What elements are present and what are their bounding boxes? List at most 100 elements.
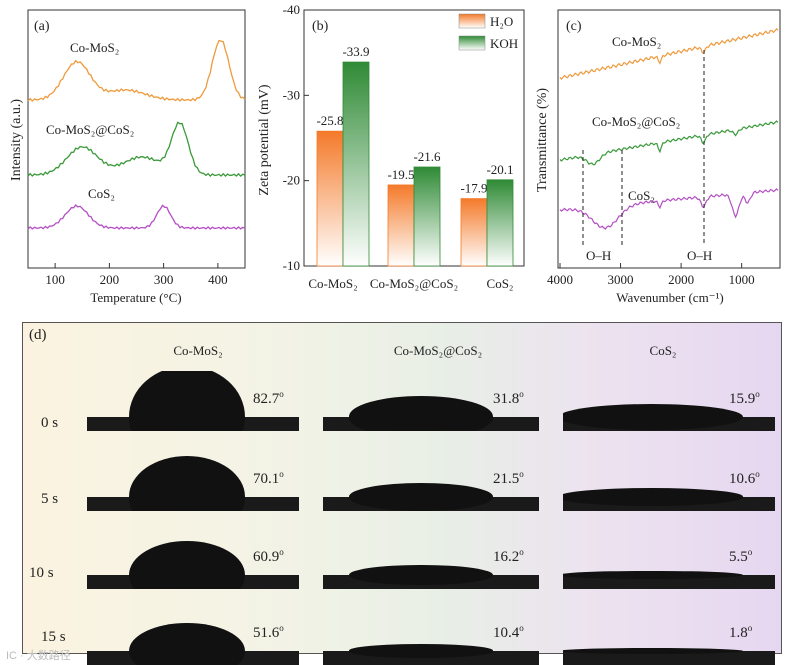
panel-c-label-cos2: CoS₂ bbox=[628, 188, 655, 203]
panel-a-xtick-label: 400 bbox=[208, 272, 228, 287]
time-label: 0 s bbox=[41, 415, 59, 431]
panel-c-xlabel: Wavenumber (cm⁻¹) bbox=[616, 290, 724, 305]
degree-mark: o bbox=[747, 623, 753, 633]
panel-c-series-co-mos2-cos2 bbox=[559, 120, 779, 166]
degree-mark: o bbox=[279, 469, 284, 479]
panel-b-ytick-label: -40 bbox=[283, 2, 300, 17]
panel-c-frame bbox=[557, 9, 781, 269]
legend-label-h2o: H₂O bbox=[490, 14, 513, 29]
droplet bbox=[129, 371, 245, 431]
contact-angle-label: 31.8o bbox=[493, 389, 524, 408]
contact-angle-label: 51.6o bbox=[253, 623, 284, 642]
bar-koh-2 bbox=[486, 179, 514, 267]
bar-h2o-1 bbox=[387, 184, 415, 267]
panel-b-tag: (b) bbox=[312, 19, 329, 34]
bar-value-label: -33.9 bbox=[342, 44, 369, 59]
panel-b-bars: -25.8 -19.5 -17.9 -33.9 -21.6 -20.1 bbox=[316, 44, 514, 267]
degree-mark: o bbox=[279, 623, 284, 633]
panel-a-series-cos2 bbox=[27, 204, 246, 230]
droplet bbox=[129, 622, 245, 665]
contact-angle-label: 1.8o bbox=[729, 623, 752, 642]
contact-angle-label: 16.2o bbox=[493, 547, 524, 566]
panel-a-label-co-mos2: Co-MoS₂ bbox=[70, 40, 119, 55]
droplet bbox=[129, 456, 245, 511]
panel-b: (b) -40 -30 -20 -10 -25.8 -19.5 -17.9 -33.9 -21… bbox=[257, 2, 525, 291]
panel-a-label-co-mos2-cos2: Co-MoS₂@CoS₂ bbox=[46, 122, 134, 137]
panel-b-category-label: CoS₂ bbox=[487, 276, 514, 291]
degree-mark: o bbox=[747, 547, 753, 557]
degree-mark: o bbox=[279, 389, 284, 399]
panel-b-ytick-label: -30 bbox=[283, 87, 300, 102]
bar-value-label: -19.5 bbox=[387, 167, 414, 182]
bar-value-label: -20.1 bbox=[486, 162, 513, 177]
panel-c-annot-oh-1: O–H bbox=[586, 248, 611, 263]
time-label: 15 s bbox=[41, 629, 66, 645]
panel-a-xtick-label: 300 bbox=[154, 272, 174, 287]
panel-c-series-cos2 bbox=[559, 188, 779, 230]
legend-swatch-koh bbox=[458, 35, 486, 51]
droplet-frame bbox=[87, 529, 299, 589]
droplet bbox=[563, 488, 743, 506]
panel-a-frame bbox=[27, 9, 246, 269]
panel-c-xtick-label: 4000 bbox=[547, 272, 573, 287]
droplet bbox=[129, 540, 245, 589]
panel-c-xtick-label: 1000 bbox=[729, 272, 755, 287]
panel-a-label-cos2: CoS₂ bbox=[88, 186, 115, 201]
panel-c-label-co-mos2-cos2: Co-MoS₂@CoS₂ bbox=[592, 114, 680, 129]
panel-a-xlabel: Temperature (°C) bbox=[90, 290, 181, 305]
bar-h2o-2 bbox=[460, 198, 488, 267]
panel-c-series-co-mos2 bbox=[559, 27, 779, 81]
panel-c-xtick-label: 3000 bbox=[608, 272, 634, 287]
panel-b-category-label: Co-MoS₂ bbox=[308, 276, 357, 291]
panel-a: (a) Co-MoS₂ Co-MoS₂@CoS₂ CoS₂ 100 200 300 4… bbox=[9, 9, 246, 305]
contact-angle-value: 60.9 bbox=[253, 549, 280, 565]
droplet-frame bbox=[87, 451, 299, 511]
degree-mark: o bbox=[519, 623, 524, 633]
contact-angle-label: 15.9o bbox=[729, 389, 760, 408]
contact-angle-value: 5.5 bbox=[729, 549, 748, 565]
contact-angle-label: 82.7o bbox=[253, 389, 284, 408]
contact-angle-label: 21.5o bbox=[493, 469, 524, 488]
droplet bbox=[349, 396, 493, 431]
panel-b-ylabel: Zeta potential (mV) bbox=[257, 84, 272, 196]
panel-c-xtick-label: 2000 bbox=[668, 272, 694, 287]
bar-h2o-0 bbox=[316, 130, 344, 267]
panel-c-annot-oh-2: O–H bbox=[687, 248, 712, 263]
panel-c: (c) Co-MoS₂ Co-MoS₂@CoS₂ CoS₂ O–H O–H 40… bbox=[535, 9, 781, 305]
contact-angle-label: 5.5o bbox=[729, 547, 752, 566]
droplet bbox=[563, 404, 743, 430]
contact-angle-label: 70.1o bbox=[253, 469, 284, 488]
bar-value-label: -17.9 bbox=[460, 181, 487, 196]
droplet-frame bbox=[87, 605, 299, 665]
contact-angle-value: 1.8 bbox=[729, 625, 748, 641]
droplet bbox=[349, 644, 493, 658]
watermark: IC · 大数路径 bbox=[6, 650, 71, 662]
droplet-frame bbox=[563, 529, 775, 589]
time-label: 5 s bbox=[41, 491, 59, 507]
legend-label-koh: KOH bbox=[490, 36, 518, 51]
contact-angle-label: 60.9o bbox=[253, 547, 284, 566]
panel-a-series-co-mos2-cos2 bbox=[27, 121, 246, 178]
droplet-frame bbox=[563, 371, 775, 431]
panel-b-xlabels: Co-MoS₂ Co-MoS₂@CoS₂ CoS₂ bbox=[308, 276, 513, 291]
droplet-frame bbox=[323, 451, 539, 511]
panel-c-xticks: 4000 3000 2000 1000 bbox=[547, 263, 755, 287]
panel-c-ylabel: Transmittance (%) bbox=[535, 88, 550, 192]
panel-c-tag: (c) bbox=[566, 19, 582, 34]
bar-koh-0 bbox=[342, 61, 370, 267]
panel-c-label-co-mos2: Co-MoS₂ bbox=[612, 34, 661, 49]
contact-angle-value: 51.6 bbox=[253, 625, 280, 641]
panel-b-category-label: Co-MoS₂@CoS₂ bbox=[370, 276, 458, 291]
panel-a-xtick-label: 200 bbox=[100, 272, 120, 287]
contact-angle-value: 70.1 bbox=[253, 471, 280, 487]
top-charts: (a) Co-MoS₂ Co-MoS₂@CoS₂ CoS₂ 100 200 300 4… bbox=[9, 2, 781, 305]
contact-angle-value: 10.4 bbox=[493, 625, 520, 641]
contact-angle-label: 10.4o bbox=[493, 623, 524, 642]
contact-angle-value: 82.7 bbox=[253, 391, 280, 407]
panel-a-tag: (a) bbox=[34, 19, 50, 34]
degree-mark: o bbox=[519, 547, 524, 557]
degree-mark: o bbox=[755, 469, 760, 479]
droplet bbox=[563, 570, 743, 580]
panel-a-xticks: 100 200 300 400 bbox=[45, 263, 228, 287]
panel-a-series-co-mos2 bbox=[27, 39, 246, 102]
